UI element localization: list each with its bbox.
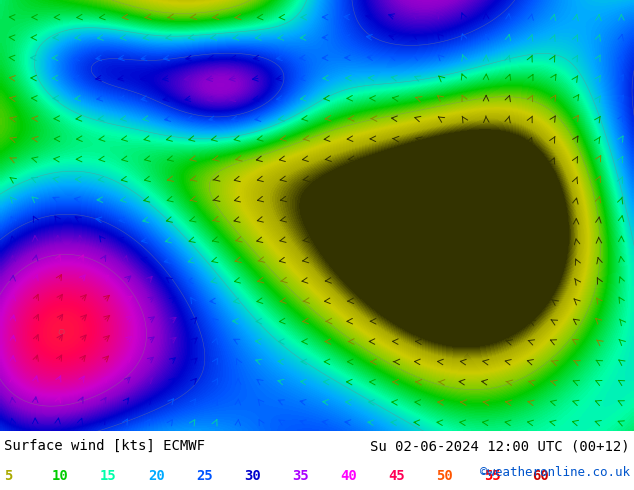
Text: 5: 5 [4,469,13,483]
Text: Su 02-06-2024 12:00 UTC (00+12): Su 02-06-2024 12:00 UTC (00+12) [370,439,630,453]
Text: 30: 30 [244,469,261,483]
Text: 50: 50 [436,469,453,483]
Text: 60: 60 [532,469,549,483]
Text: 25: 25 [196,469,213,483]
Text: 15: 15 [100,469,117,483]
Text: ©weatheronline.co.uk: ©weatheronline.co.uk [480,466,630,479]
Text: 55: 55 [484,469,501,483]
Text: 35: 35 [292,469,309,483]
Text: 40: 40 [340,469,357,483]
Text: Surface wind [kts] ECMWF: Surface wind [kts] ECMWF [4,439,205,453]
Text: 45: 45 [388,469,404,483]
Text: 10: 10 [52,469,68,483]
Text: 20: 20 [148,469,165,483]
